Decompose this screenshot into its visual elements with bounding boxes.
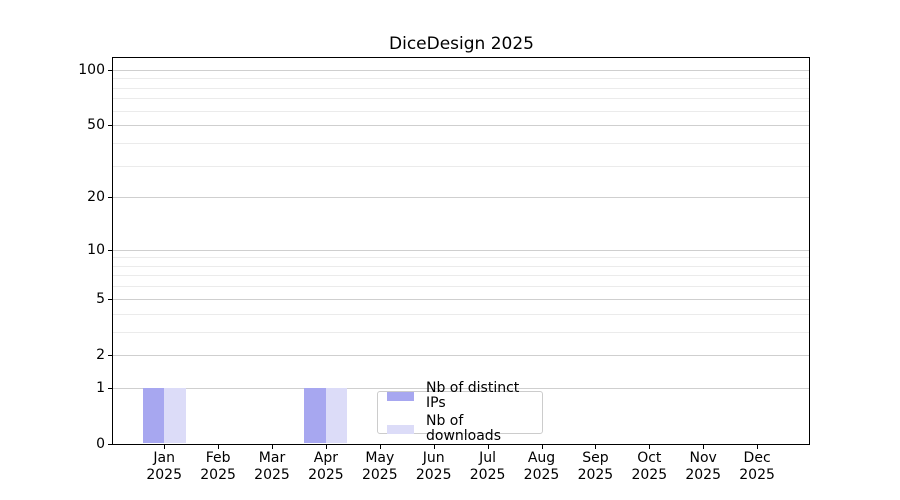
legend-item-1: Nb of downloads	[387, 414, 542, 444]
x-tick-mark	[272, 444, 273, 449]
x-tick-label: Dec 2025	[739, 450, 775, 483]
bar-nb-of-distinct-ips-jan	[142, 387, 165, 443]
legend-swatch-icon	[387, 391, 414, 401]
y-tick-label: 0	[96, 436, 105, 452]
bar-nb-of-downloads-jan	[164, 387, 186, 443]
y-tick-mark	[108, 387, 113, 389]
y-tick-label: 10	[87, 241, 105, 258]
x-tick-label: Jun 2025	[415, 450, 452, 483]
x-tick-mark	[541, 444, 543, 449]
y-major-gridline	[113, 69, 809, 71]
x-tick-label: May 2025	[361, 450, 398, 483]
y-major-gridline	[113, 249, 809, 251]
y-minor-gridline	[113, 78, 809, 80]
y-minor-gridline	[113, 286, 809, 288]
y-major-gridline	[113, 387, 809, 389]
x-tick-label: Mar 2025	[254, 450, 290, 483]
y-tick-mark	[108, 444, 113, 445]
bar-nb-of-downloads-apr	[325, 387, 348, 443]
x-tick-label: Apr 2025	[308, 450, 344, 483]
x-tick-label: Feb 2025	[200, 450, 236, 483]
x-tick-mark	[757, 444, 759, 449]
y-minor-gridline	[113, 110, 809, 112]
y-tick-mark	[108, 249, 113, 251]
y-tick-mark	[108, 354, 113, 356]
x-tick-mark	[649, 444, 651, 449]
chart-title: DiceDesign 2025	[389, 34, 534, 54]
y-minor-gridline	[113, 265, 809, 267]
x-tick-label: Jul 2025	[469, 450, 506, 483]
x-tick-mark	[218, 444, 220, 449]
x-tick-label: Jan 2025	[146, 450, 182, 483]
x-tick-label: Oct 2025	[631, 450, 668, 483]
y-tick-label: 2	[96, 346, 105, 363]
x-tick-mark	[379, 444, 381, 449]
bar-nb-of-distinct-ips-apr	[304, 387, 326, 443]
y-major-gridline	[113, 298, 809, 300]
y-tick-mark	[108, 69, 113, 71]
y-tick-label: 20	[87, 189, 105, 206]
y-minor-gridline	[113, 87, 809, 89]
y-minor-gridline	[113, 257, 809, 259]
y-minor-gridline	[113, 275, 809, 277]
y-minor-gridline	[113, 98, 809, 100]
y-minor-gridline	[113, 165, 809, 167]
y-tick-label: 1	[96, 379, 105, 396]
y-minor-gridline	[113, 142, 809, 144]
x-tick-mark	[164, 444, 166, 449]
y-tick-label: 100	[78, 61, 105, 78]
y-tick-label: 50	[87, 117, 105, 134]
x-tick-mark	[595, 444, 597, 449]
x-tick-mark	[325, 444, 327, 449]
y-major-gridline	[113, 197, 809, 199]
x-tick-mark	[433, 444, 435, 449]
legend-item-0: Nb of distinct IPs	[387, 381, 542, 411]
x-tick-mark	[487, 444, 489, 449]
x-tick-mark	[703, 444, 705, 449]
legend: Nb of distinct IPs Nb of downloads	[377, 381, 543, 444]
y-tick-label: 5	[96, 290, 105, 307]
y-major-gridline	[113, 354, 809, 356]
y-tick-mark	[108, 298, 113, 300]
legend-label: Nb of downloads	[426, 413, 501, 444]
legend-label: Nb of distinct IPs	[426, 380, 520, 411]
legend-swatch-icon	[387, 424, 414, 434]
y-minor-gridline	[113, 331, 809, 333]
x-tick-label: Aug 2025	[523, 450, 560, 483]
x-tick-label: Nov 2025	[685, 450, 721, 483]
x-tick-label: Sep 2025	[577, 450, 614, 483]
y-major-gridline	[113, 125, 809, 127]
y-minor-gridline	[113, 313, 809, 315]
y-tick-mark	[108, 197, 113, 199]
y-tick-mark	[108, 125, 113, 127]
